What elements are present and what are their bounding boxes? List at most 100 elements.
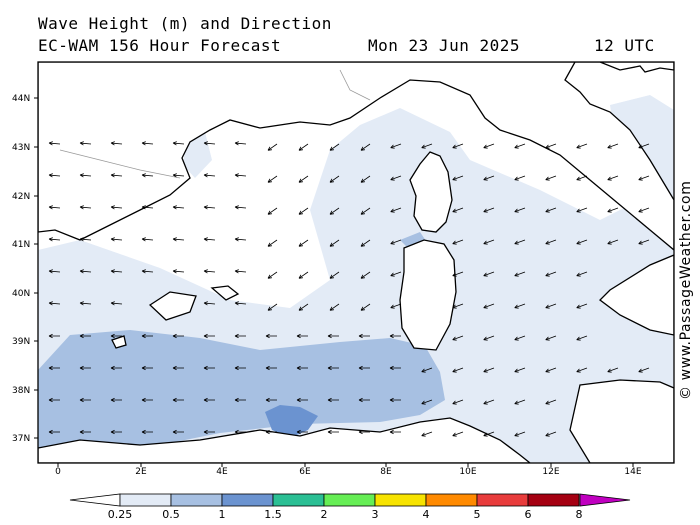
- wave-arrow: [638, 207, 650, 213]
- wave-arrow: [514, 367, 526, 373]
- wave-arrow: [390, 175, 402, 181]
- corsica-island: [409, 151, 453, 233]
- wave-arrow: [607, 367, 619, 373]
- wave-arrow: [110, 333, 122, 339]
- wave-arrow: [79, 301, 92, 306]
- wave-arrow: [514, 431, 526, 437]
- wave-arrow: [576, 239, 588, 245]
- wave-arrow: [360, 303, 371, 311]
- wave-arrow: [110, 301, 123, 306]
- wave-arrow: [79, 269, 92, 274]
- wave-arrow: [360, 239, 371, 247]
- wave-arrow: [545, 207, 557, 213]
- wave-arrow: [172, 365, 184, 371]
- wave-arrow: [514, 335, 526, 341]
- wave-arrow: [48, 365, 60, 371]
- wave-arrow: [358, 365, 370, 371]
- sicily-island: [569, 379, 674, 463]
- lon-label: 4E: [216, 467, 228, 477]
- chart-title: Wave Height (m) and Direction: [38, 14, 332, 33]
- wave-arrow: [234, 205, 247, 210]
- lon-label: 8E: [380, 467, 392, 477]
- scale-segment: [425, 493, 478, 507]
- wave-arrow: [141, 365, 153, 371]
- wave-arrow: [452, 271, 464, 277]
- wave-arrow: [141, 173, 154, 178]
- wave-arrow: [203, 237, 216, 242]
- scale-arrow-low: [69, 493, 121, 507]
- wave-arrow: [267, 303, 278, 311]
- wave-arrow: [296, 333, 308, 339]
- wave-arrow: [360, 175, 371, 183]
- wave-arrow: [638, 367, 650, 373]
- wave-arrow: [79, 237, 92, 242]
- wave-arrow: [234, 397, 246, 403]
- wave-arrow: [203, 365, 215, 371]
- wave-arrow: [48, 269, 61, 274]
- wave-arrow: [452, 335, 464, 341]
- wave-arrow: [545, 175, 557, 181]
- italy-mainland: [599, 254, 674, 336]
- wave-arrow: [298, 143, 309, 151]
- scale-arrow-high: [579, 493, 631, 507]
- wave-arrow: [576, 303, 588, 309]
- europe-coast: [38, 62, 674, 251]
- wave-arrow: [141, 429, 153, 435]
- passageweather-credit: © www.PassageWeather.com: [678, 180, 694, 400]
- wave-arrow: [452, 367, 464, 373]
- wave-arrow: [234, 333, 246, 339]
- wave-arrow: [545, 335, 557, 341]
- wave-arrow: [203, 173, 216, 178]
- wave-arrow: [141, 205, 154, 210]
- wave-arrow: [329, 207, 340, 215]
- wave-arrow: [545, 239, 557, 245]
- wave-arrow: [267, 239, 278, 247]
- wave-arrow: [514, 399, 526, 405]
- wave-arrow: [452, 143, 464, 149]
- wave-arrow: [389, 365, 401, 371]
- wave-arrow: [638, 143, 650, 149]
- scale-segment: [119, 493, 172, 507]
- wave-arrow: [48, 429, 60, 435]
- wave-arrow: [79, 333, 91, 339]
- forecast-model-label: EC-WAM 156 Hour Forecast: [38, 36, 282, 55]
- wave-arrow: [296, 397, 308, 403]
- wave-arrow: [234, 173, 247, 178]
- wave-arrow: [421, 143, 433, 149]
- wave-arrow: [110, 269, 123, 274]
- scale-segment: [374, 493, 427, 507]
- wave-arrow: [389, 333, 401, 339]
- wave-arrow: [576, 367, 588, 373]
- wave-arrow: [576, 207, 588, 213]
- balearic-island: [210, 285, 240, 301]
- scale-segment: [170, 493, 223, 507]
- wave-arrow: [141, 269, 154, 274]
- wave-arrow: [141, 397, 153, 403]
- wave-arrow: [329, 239, 340, 247]
- wave-arrow: [298, 207, 309, 215]
- wave-arrow: [329, 143, 340, 151]
- wave-arrow: [452, 399, 464, 405]
- wave-arrow: [638, 239, 650, 245]
- wave-arrow: [483, 239, 495, 245]
- wave-arrow: [390, 303, 402, 309]
- wave-arrow: [545, 303, 557, 309]
- wave-arrow: [265, 365, 277, 371]
- wave-direction-arrows: [48, 141, 650, 437]
- wave-arrow: [390, 271, 402, 277]
- wave-arrow: [79, 173, 92, 178]
- wave-arrow: [483, 207, 495, 213]
- lat-label: 44N: [12, 94, 31, 104]
- wave-arrow: [298, 175, 309, 183]
- wave-arrow: [576, 271, 588, 277]
- wave-arrow: [329, 175, 340, 183]
- lat-label: 39N: [12, 337, 31, 347]
- wave-arrow: [514, 175, 526, 181]
- wave-arrow: [203, 205, 216, 210]
- lat-label: 40N: [12, 289, 31, 299]
- wave-zone-light: [610, 95, 674, 190]
- wave-arrow: [141, 333, 153, 339]
- wave-arrow: [298, 239, 309, 247]
- wave-arrow: [48, 301, 61, 306]
